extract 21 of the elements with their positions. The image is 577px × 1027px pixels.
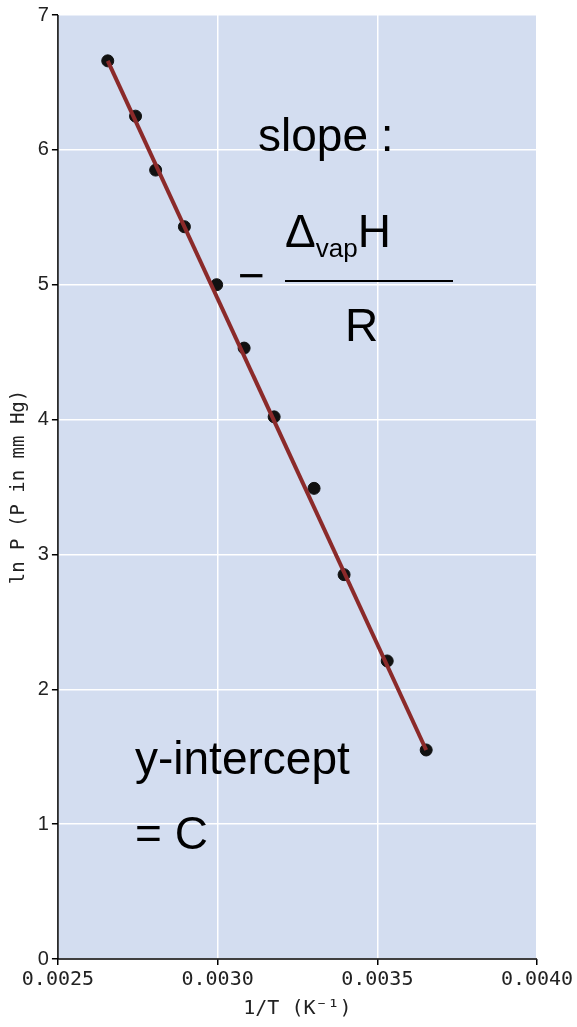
y-tick-label: 6 [37,137,49,160]
y-axis-title: ln P (P in mm Hg) [6,389,29,585]
x-tick-label: 0.0025 [21,966,95,991]
y-tick-label: 1 [37,811,49,834]
x-tick-label: 0.0040 [500,966,574,991]
annotation: Δ$_{vap}$H [285,205,391,264]
x-tick-label: 0.0035 [341,966,414,991]
y-tick-label: 2 [37,676,49,699]
y-tick-label: 4 [37,407,49,430]
y-tick-label: 7 [37,2,49,25]
annotation: slope : [258,109,394,161]
x-axis-title: 1/T (K⁻¹) [243,995,352,1020]
annotation: y-intercept [135,732,350,784]
annotation: = C [135,807,208,859]
point [307,481,321,495]
y-tick-label: 5 [37,272,49,295]
annotation: R [345,299,379,351]
y-tick-label: 0 [37,946,49,969]
x-tick-label: 0.0030 [181,966,254,991]
y-tick-label: 3 [37,541,49,564]
annotation: − [238,249,265,301]
